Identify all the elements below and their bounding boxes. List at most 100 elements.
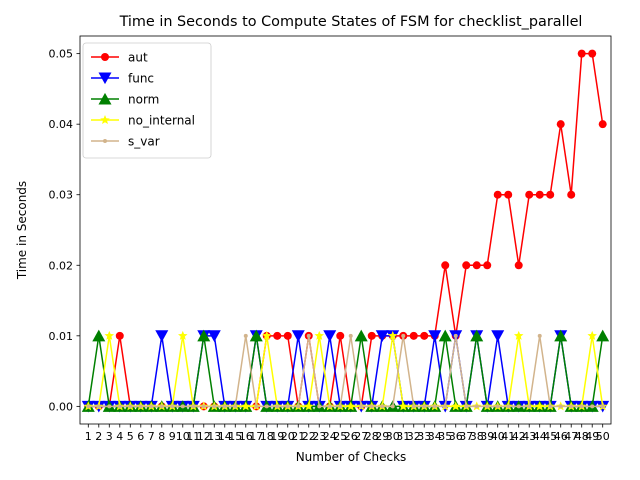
x-tick-label: 40	[491, 430, 505, 443]
data-point-func	[155, 330, 169, 342]
data-point-aut	[525, 190, 534, 199]
x-tick-label: 15	[228, 430, 242, 443]
data-point-s_var	[180, 404, 185, 409]
data-point-no_internal	[304, 401, 314, 411]
x-tick-label: 9	[169, 430, 176, 443]
data-point-s_var	[338, 404, 343, 409]
x-tick-label: 31	[396, 430, 410, 443]
x-tick-label: 45	[543, 430, 557, 443]
legend-box	[82, 42, 212, 159]
data-point-no_internal	[178, 330, 188, 340]
data-point-aut	[588, 49, 597, 58]
data-point-s_var	[422, 404, 427, 409]
legend-item-no_internal: no_internal	[91, 114, 195, 128]
y-tick-label: 0.05	[49, 48, 74, 61]
data-point-s_var	[348, 333, 353, 338]
data-point-s_var	[537, 333, 542, 338]
x-tick-label: 17	[249, 430, 263, 443]
data-point-s_var	[107, 404, 112, 409]
data-point-s_var	[233, 404, 238, 409]
x-tick-label: 4	[116, 430, 123, 443]
y-axis-label: Time in Seconds	[15, 181, 29, 280]
legend: aut func norm no_internal s_var	[82, 42, 212, 159]
data-point-aut	[115, 331, 124, 340]
data-point-s_var	[548, 404, 553, 409]
data-point-no_internal	[241, 401, 251, 411]
x-tick-label: 37	[459, 430, 473, 443]
data-point-s_var	[191, 404, 196, 409]
x-tick-label: 14	[218, 430, 232, 443]
data-point-s_var	[390, 404, 395, 409]
data-point-aut	[504, 190, 513, 199]
data-point-s_var	[306, 333, 311, 338]
data-point-s_var	[285, 404, 290, 409]
data-point-no_internal	[587, 330, 597, 340]
data-point-s_var	[222, 404, 227, 409]
x-tick-label: 5	[127, 430, 134, 443]
data-point-s_var	[128, 404, 133, 409]
series-line-no_internal	[88, 335, 604, 408]
y-tick-label: 0.03	[49, 189, 74, 202]
legend-marker	[100, 115, 110, 125]
x-tick-label: 25	[333, 430, 347, 443]
data-point-func	[291, 330, 305, 342]
data-point-func	[323, 330, 337, 342]
data-point-aut	[546, 190, 555, 199]
data-point-no_internal	[345, 401, 356, 411]
x-tick-label: 6	[137, 430, 144, 443]
data-point-func	[491, 330, 505, 342]
x-tick-label: 23	[312, 430, 326, 443]
x-tick-label: 35	[438, 430, 452, 443]
data-point-norm	[249, 329, 263, 342]
data-point-s_var	[212, 404, 217, 409]
data-point-norm	[438, 329, 452, 342]
data-point-s_var	[170, 404, 175, 409]
data-point-aut	[567, 190, 576, 199]
data-point-aut	[598, 120, 607, 129]
data-point-aut	[420, 331, 429, 340]
x-tick-label: 27	[354, 430, 368, 443]
data-point-no_internal	[387, 330, 398, 340]
data-point-norm	[354, 329, 368, 342]
data-point-aut	[441, 261, 450, 270]
x-tick-label: 28	[365, 430, 379, 443]
x-axis-label: Number of Checks	[296, 450, 407, 464]
data-point-s_var	[149, 404, 154, 409]
legend-label: norm	[128, 93, 159, 107]
x-tick-label: 29	[375, 430, 389, 443]
data-point-norm	[596, 329, 610, 342]
data-point-no_internal	[314, 330, 325, 340]
data-point-norm	[554, 329, 568, 342]
data-point-norm	[197, 329, 211, 342]
legend-label: no_internal	[128, 114, 195, 128]
data-point-s_var	[117, 404, 122, 409]
x-tick-label: 11	[186, 430, 200, 443]
data-point-aut	[462, 261, 471, 270]
data-point-s_var	[254, 404, 259, 409]
data-point-aut	[514, 261, 523, 270]
data-point-aut	[493, 190, 502, 199]
x-tick-label: 48	[575, 430, 589, 443]
x-tick-label: 13	[207, 430, 221, 443]
x-tick-label: 12	[197, 430, 211, 443]
data-point-aut	[483, 261, 492, 270]
data-point-s_var	[600, 404, 605, 409]
data-point-s_var	[86, 404, 91, 409]
data-point-s_var	[401, 333, 406, 338]
x-tick-label: 33	[417, 430, 431, 443]
data-point-s_var	[558, 404, 563, 409]
data-point-s_var	[296, 404, 301, 409]
data-point-s_var	[453, 333, 458, 338]
x-tick-label: 49	[585, 430, 599, 443]
data-point-s_var	[464, 404, 469, 409]
data-point-s_var	[474, 404, 479, 409]
data-point-s_var	[516, 404, 521, 409]
data-point-aut	[556, 120, 565, 129]
data-point-s_var	[159, 404, 164, 409]
data-point-no_internal	[513, 330, 524, 340]
axes-frame	[79, 35, 612, 425]
y-tick-label: 0.04	[49, 118, 74, 131]
data-point-s_var	[96, 404, 101, 409]
y-tick-label: 0.00	[49, 400, 74, 413]
